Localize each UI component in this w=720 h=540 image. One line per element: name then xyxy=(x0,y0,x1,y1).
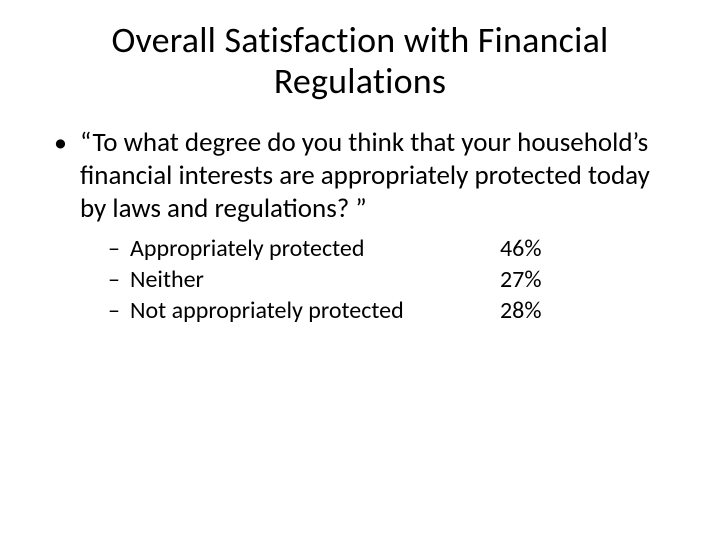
slide-body: “To what degree do you think that your h… xyxy=(50,127,670,326)
question-bullet: “To what degree do you think that your h… xyxy=(50,127,670,326)
response-item: Not appropriately protected 28% xyxy=(108,296,670,325)
response-value: 28% xyxy=(500,296,541,325)
response-item: Neither 27% xyxy=(108,265,670,294)
response-label: Neither xyxy=(130,265,500,294)
slide: Overall Satisfaction with Financial Regu… xyxy=(0,0,720,540)
response-label: Appropriately protected xyxy=(130,234,500,263)
response-item: Appropriately protected 46% xyxy=(108,234,670,263)
response-value: 46% xyxy=(500,234,541,263)
bullet-list: “To what degree do you think that your h… xyxy=(50,127,670,326)
slide-title: Overall Satisfaction with Financial Regu… xyxy=(50,20,670,103)
question-text: “To what degree do you think that your h… xyxy=(80,126,650,225)
response-value: 27% xyxy=(500,265,541,294)
response-list: Appropriately protected 46% Neither 27% … xyxy=(80,234,670,326)
response-label: Not appropriately protected xyxy=(130,296,500,325)
